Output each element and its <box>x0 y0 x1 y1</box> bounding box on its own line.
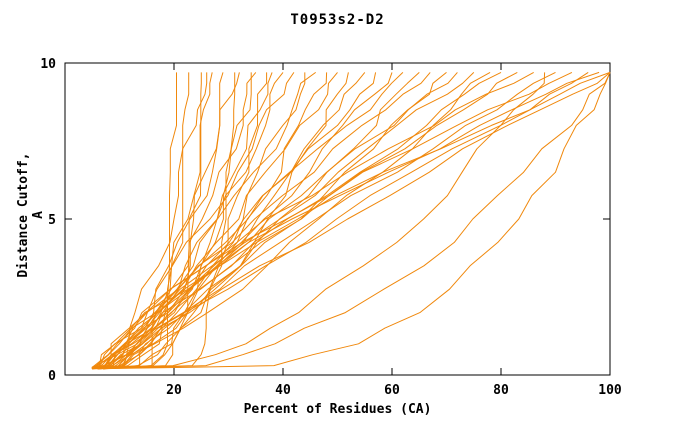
y-tick-label: 10 <box>40 57 56 72</box>
series-line <box>103 71 491 370</box>
x-tick-label: 20 <box>166 383 182 398</box>
series-line <box>92 71 611 370</box>
series-line <box>97 72 611 370</box>
series-line <box>97 71 556 370</box>
series-line <box>92 72 213 370</box>
series-line <box>97 72 546 370</box>
series-line <box>103 72 306 370</box>
y-tick-label: 5 <box>48 213 56 228</box>
chart-title: T0953s2-D2 <box>290 12 385 28</box>
series-line <box>92 72 190 370</box>
series-line <box>92 72 273 370</box>
series-line <box>103 72 236 370</box>
x-tick-label: 40 <box>275 383 291 398</box>
series-line <box>97 72 252 370</box>
series-line <box>91 71 518 370</box>
series-line <box>103 72 420 370</box>
series-line <box>97 71 502 369</box>
series-line <box>92 72 366 370</box>
series-line <box>97 72 611 370</box>
x-tick-label: 100 <box>598 383 622 398</box>
series-line <box>92 72 328 370</box>
x-tick-label: 60 <box>384 383 400 398</box>
x-tick-label: 80 <box>493 383 509 398</box>
y-tick-label: 0 <box>48 369 56 384</box>
x-axis-label: Percent of Residues (CA) <box>243 402 432 417</box>
series-line <box>103 72 268 370</box>
series-line <box>97 71 600 369</box>
series-line <box>97 71 534 370</box>
y-axis-label: Distance Cutoff, A <box>16 152 46 278</box>
series-line <box>92 72 611 370</box>
series-line <box>91 71 573 369</box>
